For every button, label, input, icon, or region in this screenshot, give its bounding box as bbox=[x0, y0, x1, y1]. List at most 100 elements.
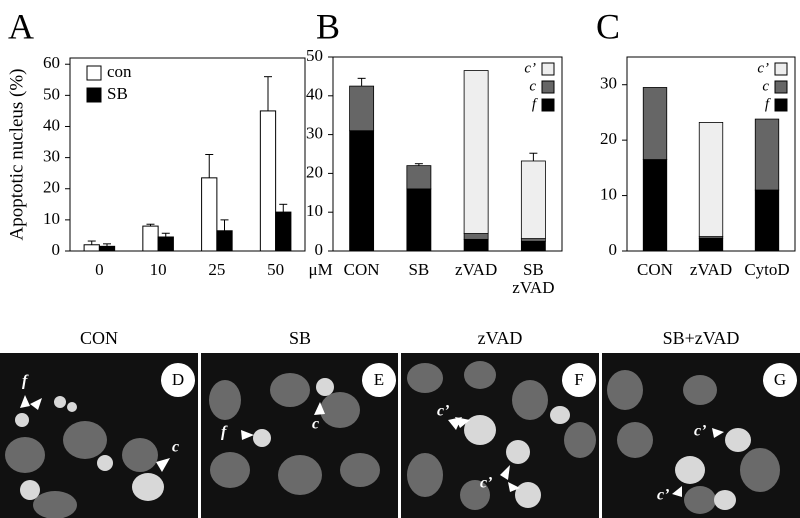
legend-label: c’ bbox=[524, 60, 536, 76]
y-tick-label: 50 bbox=[43, 84, 60, 103]
bar-segment bbox=[698, 122, 724, 237]
panel-letter: A bbox=[8, 6, 34, 46]
legend-label: f bbox=[532, 96, 538, 112]
y-tick-label: 10 bbox=[306, 201, 323, 220]
legend-label: c bbox=[762, 78, 769, 94]
image-title: SB bbox=[289, 328, 311, 348]
legend-label: c bbox=[529, 78, 536, 94]
legend-swatch bbox=[541, 98, 555, 112]
y-tick-label: 50 bbox=[306, 46, 323, 65]
image-title: CON bbox=[80, 328, 118, 348]
x-tick-label: SB zVAD bbox=[512, 260, 554, 297]
panel-letter: G bbox=[774, 370, 786, 389]
y-tick-label: 30 bbox=[43, 147, 60, 166]
y-tick-label: 30 bbox=[600, 74, 617, 93]
legend-label: c’ bbox=[757, 60, 769, 76]
panel-badge bbox=[763, 363, 797, 397]
panel-letter: C bbox=[596, 6, 620, 46]
x-tick-label: zVAD bbox=[690, 260, 732, 279]
y-tick-label: 10 bbox=[43, 209, 60, 228]
micrographs: f c f c c’ c’ c’ c’ bbox=[0, 353, 800, 518]
panel-badge bbox=[362, 363, 396, 397]
x-tick-label: CytoD bbox=[744, 260, 789, 279]
panel-letter: E bbox=[374, 370, 384, 389]
x-tick-label: 10 bbox=[150, 260, 167, 279]
marker-label: f bbox=[22, 373, 29, 390]
bar bbox=[275, 211, 292, 252]
bar bbox=[157, 236, 174, 252]
bar bbox=[98, 245, 116, 252]
bar-segment bbox=[520, 238, 546, 242]
panel-letter: F bbox=[574, 370, 583, 389]
y-tick-label: 40 bbox=[43, 115, 60, 134]
image-title: zVAD bbox=[478, 328, 523, 348]
x-tick-label: 0 bbox=[95, 260, 104, 279]
legend-swatch bbox=[541, 62, 555, 76]
legend-label: f bbox=[765, 96, 771, 112]
plot-frame bbox=[332, 56, 563, 252]
bar-segment bbox=[754, 189, 780, 252]
bar-segment bbox=[349, 130, 375, 252]
x-tick-label: SB bbox=[408, 260, 429, 279]
legend-label: SB bbox=[107, 84, 128, 103]
y-tick-label: 0 bbox=[315, 240, 324, 259]
bar-segment bbox=[698, 237, 724, 252]
legend-swatch bbox=[774, 62, 788, 76]
bar-segment bbox=[406, 165, 432, 190]
x-tick-label: CON bbox=[637, 260, 673, 279]
y-tick-label: 10 bbox=[600, 184, 617, 203]
x-tick-label: 50 bbox=[267, 260, 284, 279]
y-tick-label: 20 bbox=[600, 129, 617, 148]
bar-segment bbox=[520, 240, 546, 252]
bar-segment bbox=[642, 87, 668, 160]
bar-segment bbox=[406, 188, 432, 252]
bar-segment bbox=[754, 118, 780, 191]
y-tick-label: 0 bbox=[609, 240, 618, 259]
marker-label: c’ bbox=[657, 487, 669, 504]
arrowheads bbox=[20, 395, 724, 497]
bar-segment bbox=[642, 159, 668, 252]
marker-labels: f c f c c’ c’ c’ c’ bbox=[22, 373, 706, 504]
marker-label: c’ bbox=[437, 403, 449, 420]
x-tick-label: CON bbox=[344, 260, 380, 279]
panel-badge bbox=[161, 363, 195, 397]
panel-letter: D bbox=[172, 370, 184, 389]
bar bbox=[216, 230, 233, 252]
marker-label: c’ bbox=[694, 423, 706, 440]
marker-label: f bbox=[221, 424, 228, 441]
legend-swatch bbox=[541, 80, 555, 94]
marker-label: c bbox=[172, 439, 179, 456]
plot-frame bbox=[69, 57, 306, 252]
marker-label: c’ bbox=[480, 475, 492, 492]
y-tick-label: 0 bbox=[52, 240, 61, 259]
bar-segment bbox=[463, 70, 489, 234]
y-tick-label: 40 bbox=[306, 85, 323, 104]
nuclei bbox=[5, 361, 780, 518]
panel-letter: B bbox=[316, 6, 340, 46]
y-axis-label: Apoptotic nucleus (%) bbox=[6, 68, 27, 240]
marker-label: c bbox=[312, 416, 319, 433]
bar bbox=[142, 225, 159, 252]
x-tick-label: zVAD bbox=[455, 260, 497, 279]
legend-swatch bbox=[774, 98, 788, 112]
x-axis-label: μM bbox=[309, 260, 333, 279]
bar-segment bbox=[520, 160, 546, 239]
bar bbox=[83, 244, 100, 252]
bar-segment bbox=[349, 85, 375, 132]
panel-badge bbox=[562, 363, 596, 397]
legend-label: con bbox=[107, 62, 132, 81]
y-tick-label: 20 bbox=[43, 178, 60, 197]
bar-segment bbox=[463, 238, 489, 252]
legend-swatch bbox=[86, 65, 102, 81]
y-tick-label: 60 bbox=[43, 53, 60, 72]
y-tick-label: 20 bbox=[306, 162, 323, 181]
bar bbox=[201, 177, 218, 252]
x-tick-label: 25 bbox=[208, 260, 225, 279]
legend-swatch bbox=[774, 80, 788, 94]
bar bbox=[259, 110, 277, 252]
bar-segment bbox=[463, 233, 489, 240]
image-title: SB+zVAD bbox=[663, 328, 740, 348]
legend-swatch bbox=[86, 87, 102, 103]
y-tick-label: 30 bbox=[306, 124, 323, 143]
